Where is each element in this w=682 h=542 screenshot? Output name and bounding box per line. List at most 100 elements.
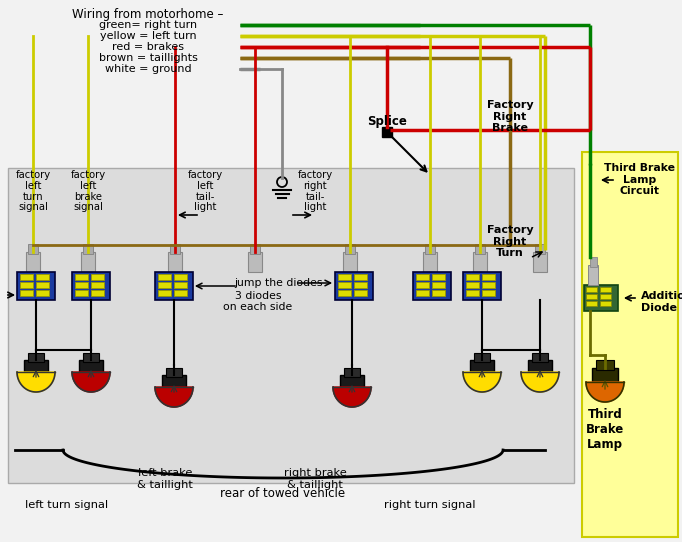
Bar [473, 252, 487, 272]
Text: right turn signal: right turn signal [383, 500, 475, 510]
Text: factory
left
turn
signal: factory left turn signal [16, 170, 50, 212]
Bar [8, 168, 574, 483]
Text: right brake
& taillight: right brake & taillight [284, 468, 346, 489]
Bar [20, 290, 33, 296]
Bar [466, 274, 479, 280]
Bar [482, 290, 495, 296]
Bar [36, 274, 49, 280]
Bar [416, 274, 429, 280]
Text: green= right turn: green= right turn [99, 20, 197, 30]
Bar [535, 244, 545, 254]
Polygon shape [521, 372, 559, 392]
Bar [475, 244, 485, 254]
Bar [600, 287, 611, 292]
Text: yellow = left turn: yellow = left turn [100, 31, 196, 41]
Bar [338, 274, 351, 280]
Bar [425, 244, 435, 254]
Bar [158, 274, 171, 280]
Bar [582, 152, 678, 537]
Bar [91, 290, 104, 296]
Bar [335, 272, 373, 300]
Bar [36, 290, 49, 296]
Bar [340, 375, 364, 387]
Bar [463, 272, 501, 300]
Polygon shape [17, 372, 55, 392]
Text: Factory
Right
Brake: Factory Right Brake [487, 100, 533, 133]
Bar [91, 274, 104, 280]
Bar [588, 265, 598, 285]
Bar [584, 285, 618, 311]
Bar [432, 290, 445, 296]
Bar [600, 301, 611, 306]
Bar [413, 272, 451, 300]
Bar [24, 360, 48, 372]
Bar [354, 282, 367, 288]
Bar [482, 274, 495, 280]
Bar [28, 353, 44, 362]
Bar [248, 252, 262, 272]
Bar [166, 368, 182, 377]
Bar [79, 360, 103, 372]
Text: Splice: Splice [367, 115, 407, 128]
Bar [466, 290, 479, 296]
Polygon shape [586, 382, 624, 402]
Text: factory
right
tail-
light: factory right tail- light [297, 170, 333, 212]
Polygon shape [72, 372, 110, 392]
Bar [416, 290, 429, 296]
Text: Third Brake
Lamp
Circuit: Third Brake Lamp Circuit [604, 163, 675, 196]
Bar [155, 272, 193, 300]
Text: Factory
Right
Turn: Factory Right Turn [487, 225, 533, 258]
Bar [354, 290, 367, 296]
Bar [586, 287, 597, 292]
Bar [83, 353, 99, 362]
Bar [470, 360, 494, 372]
Text: Third
Brake
Lamp: Third Brake Lamp [586, 408, 624, 451]
Bar [344, 368, 360, 377]
Bar [592, 368, 618, 382]
Text: Wiring from motorhome –: Wiring from motorhome – [72, 8, 224, 21]
Bar [83, 244, 93, 254]
Text: Additional
Diode: Additional Diode [641, 291, 682, 313]
Bar [338, 290, 351, 296]
Bar [596, 360, 614, 370]
Bar [75, 290, 88, 296]
Bar [75, 282, 88, 288]
Bar [423, 252, 437, 272]
Text: rear of towed vehicle: rear of towed vehicle [220, 487, 346, 500]
Bar [28, 244, 38, 254]
Bar [586, 301, 597, 306]
Text: red = brakes: red = brakes [112, 42, 184, 52]
Bar [26, 252, 40, 272]
Bar [174, 282, 187, 288]
Bar [20, 274, 33, 280]
Bar [91, 282, 104, 288]
Bar [72, 272, 110, 300]
Text: jump the diodes: jump the diodes [234, 278, 323, 288]
Bar [600, 294, 611, 299]
Bar [382, 127, 392, 137]
Bar [432, 274, 445, 280]
Bar [532, 353, 548, 362]
Bar [528, 360, 552, 372]
Bar [17, 272, 55, 300]
Polygon shape [463, 372, 501, 392]
Text: left turn signal: left turn signal [25, 500, 108, 510]
Bar [482, 282, 495, 288]
Bar [20, 282, 33, 288]
Bar [174, 290, 187, 296]
Bar [533, 252, 547, 272]
Bar [75, 274, 88, 280]
Bar [432, 282, 445, 288]
Bar [36, 282, 49, 288]
Bar [466, 282, 479, 288]
Bar [416, 282, 429, 288]
Bar [81, 252, 95, 272]
Bar [162, 375, 186, 387]
Bar [343, 252, 357, 272]
Bar [168, 252, 182, 272]
Bar [590, 257, 597, 267]
Text: factory
left
brake
signal: factory left brake signal [70, 170, 106, 212]
Bar [158, 290, 171, 296]
Text: factory
left
tail-
light: factory left tail- light [188, 170, 222, 212]
Bar [174, 274, 187, 280]
